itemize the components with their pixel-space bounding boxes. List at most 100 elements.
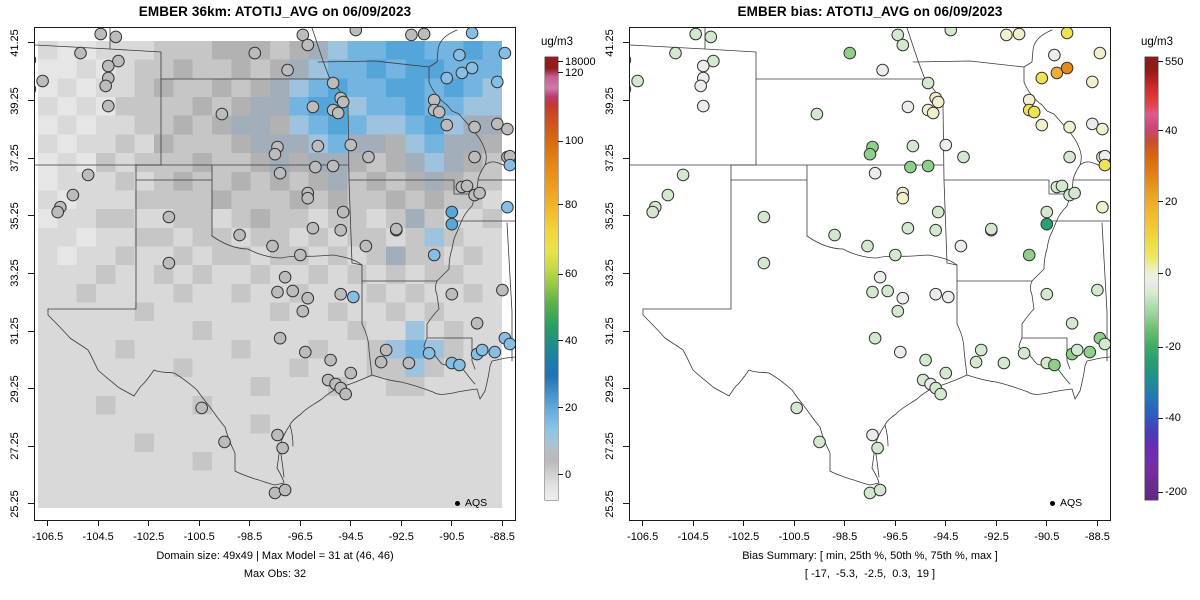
raster-cell	[250, 339, 271, 359]
raster-cell	[366, 283, 387, 303]
raster-cell	[212, 302, 232, 322]
raster-cell	[405, 302, 425, 322]
station-marker-bias	[646, 205, 660, 219]
raster-cell	[366, 451, 387, 471]
colorbar-tick-label: 120	[565, 66, 584, 79]
raster-cell	[347, 489, 367, 509]
raster-cell	[289, 59, 309, 79]
raster-cell	[405, 321, 425, 340]
raster-cell	[192, 97, 213, 116]
station-marker-model	[306, 100, 320, 114]
y-tick-mark	[623, 100, 630, 102]
raster-cell	[405, 134, 425, 154]
colorbar-tick-mark	[558, 340, 563, 342]
raster-cell	[366, 171, 387, 191]
y-tick-mark	[28, 157, 35, 159]
raster-cell	[463, 414, 483, 434]
raster-cell	[250, 433, 271, 453]
raster-cell	[212, 134, 232, 154]
raster-cell	[76, 246, 97, 266]
left-footer-line2: Max Obs: 32	[243, 568, 307, 580]
raster-cell	[270, 339, 290, 359]
station-marker-model	[501, 122, 514, 136]
raster-cell	[386, 115, 406, 135]
raster-cell	[424, 227, 445, 247]
station-marker-bias	[944, 28, 958, 37]
station-marker-bias	[929, 287, 943, 301]
raster-cell	[173, 78, 193, 98]
raster-cell	[328, 433, 348, 453]
raster-cell	[405, 414, 425, 434]
x-tick-mark	[844, 520, 846, 526]
raster-cell	[231, 489, 251, 509]
colorbar-tick-label: 100	[565, 135, 584, 148]
raster-cell	[444, 433, 464, 453]
station-marker-bias	[868, 166, 882, 180]
raster-cell	[212, 395, 232, 415]
raster-cell	[134, 321, 155, 340]
raster-cell	[366, 339, 387, 359]
raster-cell	[96, 153, 116, 172]
raster-cell	[444, 377, 464, 396]
raster-cell	[347, 190, 367, 210]
raster-cell	[366, 209, 387, 228]
raster-cell	[96, 283, 116, 303]
raster-cell	[250, 59, 271, 79]
station-marker-model	[488, 345, 502, 359]
raster-cell	[212, 414, 232, 434]
station-marker-bias	[926, 106, 940, 120]
raster-cell	[386, 78, 406, 98]
raster-cell	[250, 395, 271, 415]
x-tick-mark	[451, 520, 453, 526]
raster-cell	[270, 209, 290, 228]
raster-cell	[482, 246, 503, 266]
station-marker-model	[326, 76, 340, 90]
raster-cell	[38, 358, 58, 378]
raster-cell	[386, 246, 406, 266]
station-marker-model	[74, 46, 87, 60]
x-tick-label: -90.5	[439, 531, 465, 543]
raster-cell	[212, 41, 232, 60]
x-tick-label: -104.5	[82, 531, 114, 543]
raster-cell	[386, 59, 406, 79]
y-tick-mark	[28, 42, 35, 44]
raster-cell	[328, 134, 348, 154]
raster-cell	[405, 41, 425, 60]
station-marker-model	[331, 106, 345, 120]
x-tick-mark	[299, 520, 301, 526]
y-tick-mark	[28, 388, 35, 390]
raster-cell	[154, 377, 174, 396]
raster-cell	[76, 302, 97, 322]
raster-cell	[250, 414, 271, 434]
raster-cell	[76, 470, 97, 490]
raster-cell	[96, 489, 116, 509]
model-map-svg	[35, 28, 515, 509]
station-marker-bias	[669, 46, 682, 60]
station-marker-model	[362, 150, 375, 164]
raster-cell	[366, 97, 387, 116]
bias-colorbar-unit: ug/m3	[1141, 36, 1173, 48]
station-marker-model	[453, 358, 466, 372]
raster-cell	[115, 41, 135, 60]
station-marker-model	[334, 287, 348, 301]
station-marker-bias	[707, 54, 720, 68]
x-tick-mark	[350, 520, 352, 526]
raster-cell	[289, 97, 309, 116]
raster-cell	[96, 171, 116, 191]
station-marker-model	[339, 387, 353, 401]
raster-cell	[154, 265, 174, 284]
station-marker-bias	[694, 79, 707, 93]
raster-cell	[212, 321, 232, 340]
x-tick-label: -94.5	[338, 531, 364, 543]
x-tick-label: -104.5	[677, 531, 709, 543]
raster-cell	[405, 78, 425, 98]
raster-cell	[212, 265, 232, 284]
raster-cell	[289, 209, 309, 228]
y-tick-mark	[28, 100, 35, 102]
station-marker-model	[491, 75, 504, 89]
y-tick-label: 37.25	[9, 144, 21, 172]
station-marker-bias	[1098, 158, 1110, 172]
station-marker-model	[501, 200, 514, 214]
colorbar-tick-label: 40	[565, 334, 578, 347]
raster-cell	[173, 489, 193, 509]
